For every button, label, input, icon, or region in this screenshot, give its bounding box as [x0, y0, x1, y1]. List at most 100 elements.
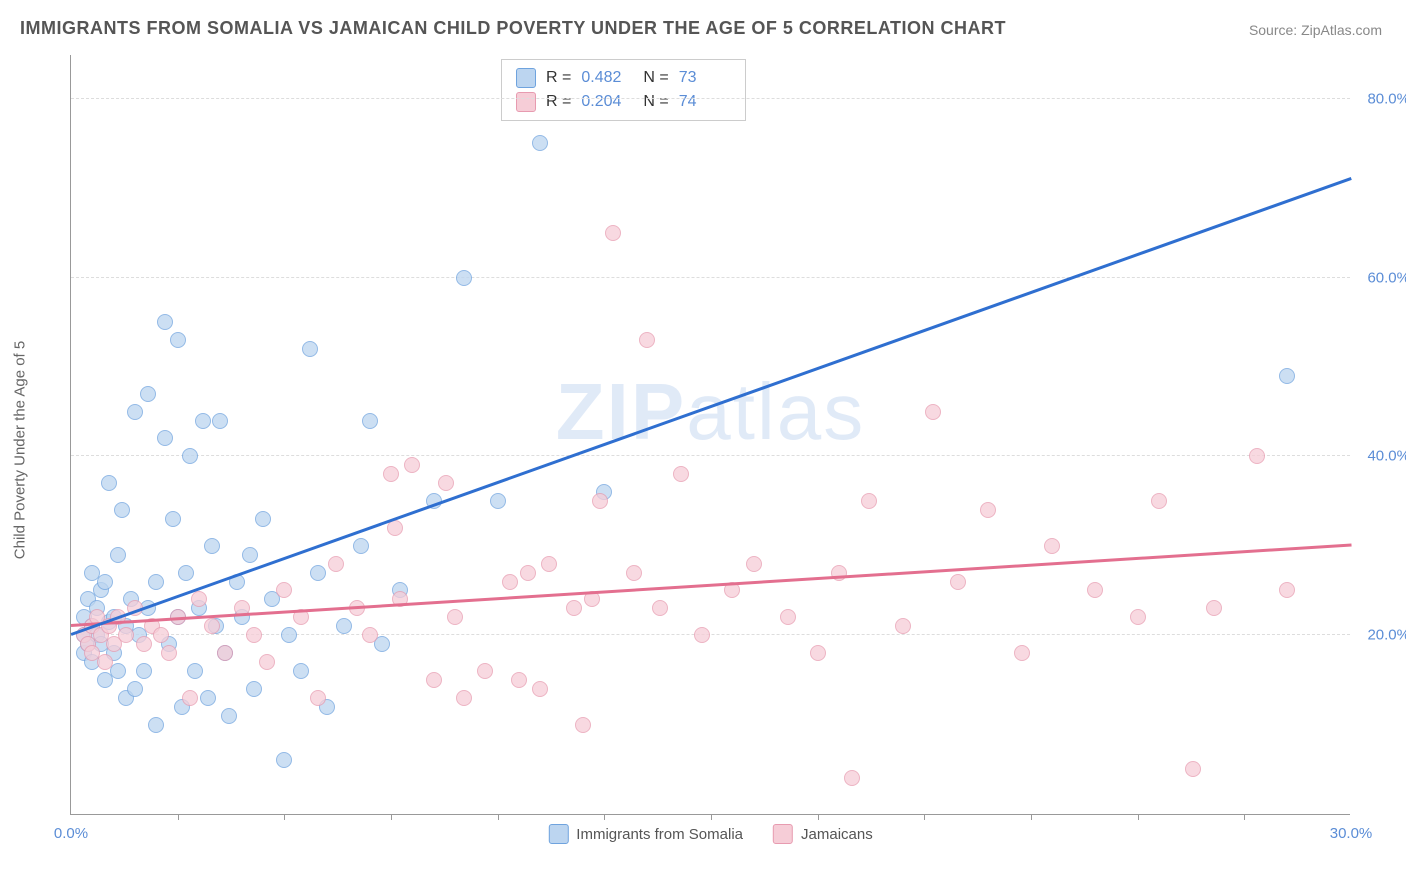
scatter-point-series2 — [1151, 493, 1167, 509]
scatter-point-series1 — [456, 270, 472, 286]
scatter-point-series2 — [404, 457, 420, 473]
chart-area: Child Poverty Under the Age of 5 ZIPatla… — [50, 55, 1380, 845]
scatter-point-series2 — [605, 225, 621, 241]
legend-label: Immigrants from Somalia — [576, 826, 743, 843]
scatter-point-series2 — [161, 645, 177, 661]
scatter-point-series2 — [217, 645, 233, 661]
scatter-point-series1 — [148, 717, 164, 733]
scatter-point-series1 — [97, 574, 113, 590]
scatter-point-series1 — [148, 574, 164, 590]
scatter-point-series1 — [362, 413, 378, 429]
scatter-point-series2 — [520, 565, 536, 581]
scatter-point-series2 — [1044, 538, 1060, 554]
trendline-series1 — [71, 177, 1352, 635]
scatter-point-series1 — [1279, 368, 1295, 384]
scatter-point-series2 — [780, 609, 796, 625]
scatter-point-series1 — [255, 511, 271, 527]
scatter-point-series1 — [114, 502, 130, 518]
gridline — [71, 277, 1350, 278]
scatter-point-series1 — [204, 538, 220, 554]
scatter-point-series2 — [118, 627, 134, 643]
scatter-point-series2 — [1087, 582, 1103, 598]
legend-swatch — [773, 824, 793, 844]
scatter-point-series2 — [592, 493, 608, 509]
scatter-point-series1 — [276, 752, 292, 768]
scatter-point-series2 — [310, 690, 326, 706]
scatter-point-series1 — [336, 618, 352, 634]
scatter-point-series1 — [353, 538, 369, 554]
scatter-point-series2 — [477, 663, 493, 679]
series-legend: Immigrants from Somalia Jamaicans — [548, 824, 872, 844]
scatter-point-series2 — [97, 654, 113, 670]
scatter-point-series2 — [639, 332, 655, 348]
scatter-point-series2 — [694, 627, 710, 643]
scatter-point-series1 — [532, 135, 548, 151]
stat-row: R =0.204N =74 — [516, 90, 731, 114]
scatter-point-series2 — [575, 717, 591, 733]
scatter-point-series2 — [136, 636, 152, 652]
scatter-point-series2 — [861, 493, 877, 509]
scatter-point-series1 — [281, 627, 297, 643]
scatter-point-series2 — [153, 627, 169, 643]
scatter-point-series2 — [438, 475, 454, 491]
y-axis-label: Child Poverty Under the Age of 5 — [12, 341, 29, 559]
scatter-point-series2 — [204, 618, 220, 634]
scatter-point-series2 — [456, 690, 472, 706]
scatter-point-series1 — [101, 475, 117, 491]
x-tick — [1244, 814, 1245, 820]
x-tick — [284, 814, 285, 820]
scatter-point-series2 — [566, 600, 582, 616]
scatter-point-series1 — [157, 430, 173, 446]
scatter-point-series2 — [844, 770, 860, 786]
scatter-point-series2 — [1249, 448, 1265, 464]
chart-title: IMMIGRANTS FROM SOMALIA VS JAMAICAN CHIL… — [20, 18, 1006, 39]
legend-swatch — [548, 824, 568, 844]
scatter-point-series2 — [746, 556, 762, 572]
x-tick — [818, 814, 819, 820]
trendline-series2 — [71, 543, 1351, 626]
scatter-point-series1 — [182, 448, 198, 464]
scatter-point-series2 — [950, 574, 966, 590]
x-tick — [604, 814, 605, 820]
scatter-point-series1 — [195, 413, 211, 429]
stats-legend-box: R =0.482N =73R =0.204N =74 — [501, 59, 746, 121]
scatter-point-series2 — [387, 520, 403, 536]
scatter-point-series2 — [626, 565, 642, 581]
scatter-point-series2 — [895, 618, 911, 634]
scatter-point-series2 — [1014, 645, 1030, 661]
scatter-point-series1 — [221, 708, 237, 724]
scatter-point-series2 — [541, 556, 557, 572]
scatter-point-series2 — [191, 591, 207, 607]
scatter-point-series2 — [925, 404, 941, 420]
x-tick — [1031, 814, 1032, 820]
stat-row: R =0.482N =73 — [516, 66, 731, 90]
scatter-point-series2 — [1206, 600, 1222, 616]
scatter-point-series1 — [157, 314, 173, 330]
legend-label: Jamaicans — [801, 826, 873, 843]
scatter-point-series2 — [362, 627, 378, 643]
scatter-point-series2 — [511, 672, 527, 688]
scatter-point-series1 — [127, 681, 143, 697]
gridline — [71, 634, 1350, 635]
scatter-point-series1 — [140, 386, 156, 402]
scatter-point-series2 — [502, 574, 518, 590]
scatter-point-series2 — [383, 466, 399, 482]
scatter-point-series2 — [259, 654, 275, 670]
scatter-point-series2 — [1185, 761, 1201, 777]
gridline — [71, 455, 1350, 456]
y-tick-label: 80.0% — [1367, 90, 1406, 107]
y-tick-label: 40.0% — [1367, 448, 1406, 465]
scatter-point-series2 — [652, 600, 668, 616]
scatter-point-series1 — [178, 565, 194, 581]
scatter-point-series1 — [212, 413, 228, 429]
scatter-point-series1 — [246, 681, 262, 697]
scatter-point-series1 — [187, 663, 203, 679]
x-tick-label: 0.0% — [54, 825, 88, 842]
scatter-point-series2 — [673, 466, 689, 482]
scatter-point-series1 — [302, 341, 318, 357]
gridline — [71, 98, 1350, 99]
x-tick — [498, 814, 499, 820]
x-tick-label: 30.0% — [1330, 825, 1373, 842]
scatter-point-series2 — [276, 582, 292, 598]
scatter-point-series2 — [1130, 609, 1146, 625]
